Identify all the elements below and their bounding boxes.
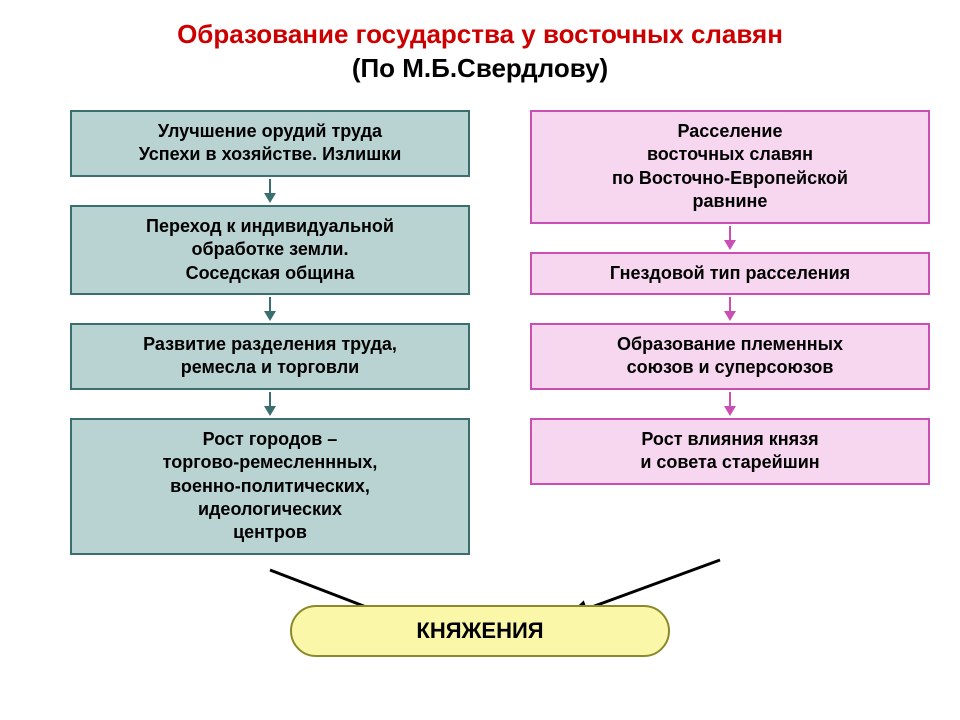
columns: Улучшение орудий трудаУспехи в хозяйстве… [0, 110, 960, 580]
right-arrow-2 [530, 390, 930, 418]
left-box-1-line-0: Переход к индивидуальной [78, 215, 462, 238]
left-box-3-line-1: торгово-ремесленнных, [78, 451, 462, 474]
right-arrow-1 [530, 295, 930, 323]
right-box-3: Рост влияния князяи совета старейшин [530, 418, 930, 485]
left-box-1: Переход к индивидуальнойобработке земли.… [70, 205, 470, 295]
left-box-2-line-1: ремесла и торговли [78, 356, 462, 379]
left-arrow-1 [70, 295, 470, 323]
right-box-2-line-1: союзов и суперсоюзов [538, 356, 922, 379]
left-arrow-2 [70, 390, 470, 418]
right-box-2-line-0: Образование племенных [538, 333, 922, 356]
title-line2: (По М.Б.Свердлову) [0, 52, 960, 86]
right-box-3-line-1: и совета старейшин [538, 451, 922, 474]
left-box-2: Развитие разделения труда,ремесла и торг… [70, 323, 470, 390]
left-arrow-0 [70, 177, 470, 205]
right-arrow-0 [530, 224, 930, 252]
left-box-3-line-0: Рост городов – [78, 428, 462, 451]
right-box-0: Расселениевосточных славянпо Восточно-Ев… [530, 110, 930, 224]
right-box-1-line-0: Гнездовой тип расселения [538, 262, 922, 285]
left-box-3-line-3: идеологических [78, 498, 462, 521]
left-box-1-line-2: Соседская община [78, 262, 462, 285]
right-box-0-line-3: равнине [538, 190, 922, 213]
result-node: КНЯЖЕНИЯ [290, 605, 670, 657]
result-label: КНЯЖЕНИЯ [416, 618, 543, 644]
left-box-0-line-0: Улучшение орудий труда [78, 120, 462, 143]
title-line1: Образование государства у восточных слав… [0, 18, 960, 52]
title-block: Образование государства у восточных слав… [0, 0, 960, 86]
left-box-1-line-1: обработке земли. [78, 238, 462, 261]
right-box-3-line-0: Рост влияния князя [538, 428, 922, 451]
left-box-2-line-0: Развитие разделения труда, [78, 333, 462, 356]
left-box-3-line-2: военно-политических, [78, 475, 462, 498]
right-box-0-line-1: восточных славян [538, 143, 922, 166]
right-column: Расселениевосточных славянпо Восточно-Ев… [530, 110, 930, 485]
left-column: Улучшение орудий трудаУспехи в хозяйстве… [70, 110, 470, 555]
left-box-3-line-4: центров [78, 521, 462, 544]
right-box-1: Гнездовой тип расселения [530, 252, 930, 295]
left-box-0: Улучшение орудий трудаУспехи в хозяйстве… [70, 110, 470, 177]
left-box-0-line-1: Успехи в хозяйстве. Излишки [78, 143, 462, 166]
right-box-0-line-0: Расселение [538, 120, 922, 143]
right-box-0-line-2: по Восточно-Европейской [538, 167, 922, 190]
right-box-2: Образование племенныхсоюзов и суперсоюзо… [530, 323, 930, 390]
left-box-3: Рост городов –торгово-ремесленнных,военн… [70, 418, 470, 555]
